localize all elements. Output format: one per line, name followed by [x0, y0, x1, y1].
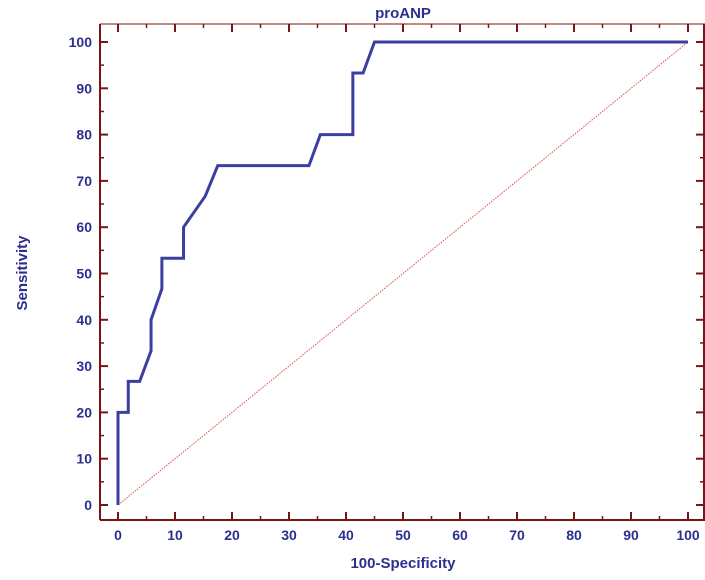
y-tick-label: 80 [76, 127, 92, 143]
y-tick-label: 10 [76, 451, 92, 467]
x-tick-label: 100 [676, 527, 700, 543]
x-tick-label: 70 [509, 527, 525, 543]
x-tick-label: 60 [452, 527, 468, 543]
chart-title: proANP [375, 5, 431, 22]
y-tick-label: 50 [76, 266, 92, 282]
x-tick-label: 0 [114, 527, 122, 543]
roc-curve-line [116, 40, 688, 505]
x-tick-label: 30 [281, 527, 297, 543]
y-tick-label: 0 [84, 497, 92, 513]
x-axis-title: 100-Specificity [350, 555, 456, 572]
x-tick-label: 90 [623, 527, 639, 543]
y-tick-label: 60 [76, 219, 92, 235]
y-axis-title: Sensitivity [14, 235, 31, 311]
y-tick-label: 40 [76, 312, 92, 328]
reference-diagonal-line [117, 41, 689, 506]
x-tick-label: 50 [395, 527, 411, 543]
x-tick-label: 10 [167, 527, 183, 543]
y-tick-label: 20 [76, 404, 92, 420]
y-tick-label: 30 [76, 358, 92, 374]
y-tick-label: 70 [76, 173, 92, 189]
y-tick-label: 90 [76, 80, 92, 96]
x-tick-label: 40 [338, 527, 354, 543]
y-tick-label: 100 [69, 34, 93, 50]
x-tick-label: 80 [566, 527, 582, 543]
x-tick-label: 20 [224, 527, 240, 543]
